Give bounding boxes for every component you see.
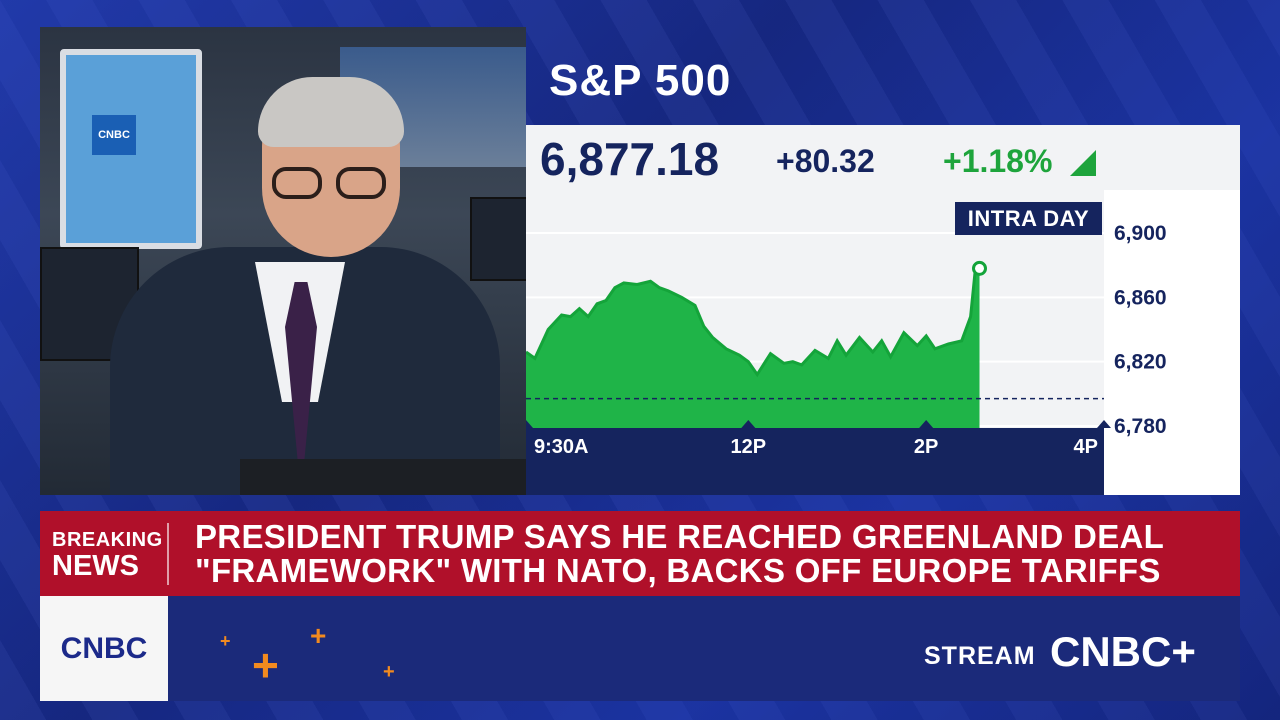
cnbc-plus-logo: CNBC+ xyxy=(1050,628,1196,675)
x-tick-label: 12P xyxy=(731,436,767,458)
footer-bar: CNBC + + + + STREAM CNBC+ xyxy=(40,596,1240,701)
x-tick-label: 2P xyxy=(914,436,938,458)
breaking-news-label: BREAKING NEWS xyxy=(52,527,163,582)
x-tick-marker xyxy=(919,420,934,428)
range-label: INTRA DAY xyxy=(955,202,1102,235)
index-price: 6,877.18 xyxy=(540,133,720,185)
plus-decoration-icon: + xyxy=(220,631,231,651)
last-point-marker xyxy=(972,260,988,276)
breaking-news-banner: BREAKING NEWS PRESIDENT TRUMP SAYS HE RE… xyxy=(40,511,1240,596)
stream-label: STREAM xyxy=(924,642,1036,670)
y-tick-label: 6,820 xyxy=(1114,351,1167,374)
y-tick-label: 6,780 xyxy=(1114,415,1167,438)
studio-screen-logo: CNBC xyxy=(92,115,136,155)
anchor-glasses xyxy=(272,167,390,201)
plus-decoration-icon: + xyxy=(383,661,395,683)
quote-bar xyxy=(526,125,1240,190)
intraday-chart: 9:30A 12P 2P 4P 6,900 6,860 6,820 6,780 xyxy=(526,190,1240,495)
anchor-hair xyxy=(258,77,404,147)
y-tick-label: 6,860 xyxy=(1114,286,1167,309)
index-change: +80.32 xyxy=(776,143,875,179)
plus-decoration-icon: + xyxy=(252,639,279,691)
x-tick-marker xyxy=(526,420,533,428)
x-tick-marker xyxy=(1097,420,1111,428)
x-tick-marker xyxy=(741,420,756,428)
anchor-desk xyxy=(240,459,526,495)
breaking-label-line1: BREAKING xyxy=(52,529,163,551)
headline-line2: "FRAMEWORK" WITH NATO, BACKS OFF EUROPE … xyxy=(195,552,1161,589)
series-line xyxy=(526,267,981,378)
headline-line1: PRESIDENT TRUMP SAYS HE REACHED GREENLAN… xyxy=(195,518,1165,555)
area-fill xyxy=(526,268,980,428)
x-tick-label: 9:30A xyxy=(534,436,588,458)
y-axis-band xyxy=(1104,190,1240,495)
up-arrow-icon xyxy=(1070,150,1096,176)
studio-screen: CNBC xyxy=(60,49,202,249)
cnbc-logo: CNBC xyxy=(40,596,168,701)
x-axis-band xyxy=(526,428,1104,495)
y-tick-label: 6,900 xyxy=(1114,222,1167,245)
headline: PRESIDENT TRUMP SAYS HE REACHED GREENLAN… xyxy=(195,520,1164,588)
breaking-label-line2: NEWS xyxy=(52,550,139,582)
chart-title: S&P 500 xyxy=(549,56,732,105)
video-feed: CNBC xyxy=(40,27,526,495)
banner-divider xyxy=(167,523,169,585)
index-percent-change: +1.18% xyxy=(943,143,1053,179)
studio-monitor-right xyxy=(470,197,526,281)
plus-decoration-icon: + xyxy=(310,620,327,651)
x-tick-label: 4P xyxy=(1074,436,1098,458)
